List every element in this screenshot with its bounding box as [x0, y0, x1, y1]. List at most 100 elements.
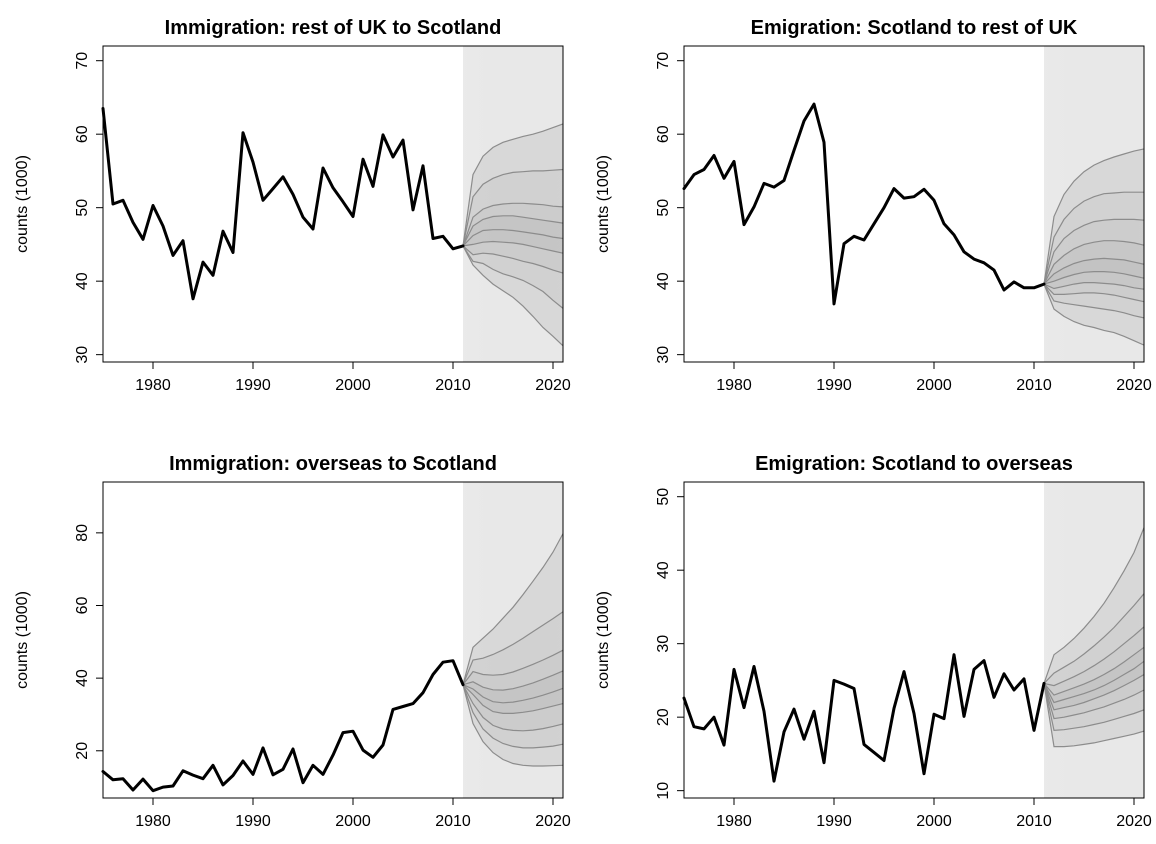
quantile-line — [1043, 283, 1145, 303]
y-axis-label: counts (1000) — [14, 155, 31, 253]
quantile-line — [462, 168, 564, 247]
x-tick-label: 1980 — [135, 377, 171, 394]
quantile-line — [1043, 148, 1145, 285]
quantile-line — [462, 245, 564, 309]
fan-band — [1044, 284, 1144, 318]
x-tick-label: 2010 — [1016, 377, 1052, 394]
x-tick-label: 2020 — [1116, 377, 1152, 394]
plot-frame — [683, 45, 1145, 363]
fan-band — [463, 533, 563, 685]
fan-band — [1044, 240, 1144, 285]
quantile-line — [462, 670, 564, 691]
quantile-line — [1043, 257, 1145, 285]
x-tick-label: 2010 — [435, 377, 471, 394]
fan-band — [463, 241, 563, 274]
fan-band — [1044, 683, 1144, 747]
quantile-line — [462, 649, 564, 686]
y-tick-label: 70 — [74, 52, 91, 70]
x-tick-label: 1980 — [716, 813, 752, 830]
historical-line — [101, 659, 465, 793]
quantile-line — [1043, 593, 1145, 684]
x-tick-label: 2000 — [335, 813, 371, 830]
fan-band — [1044, 219, 1144, 285]
x-tick-label: 1980 — [135, 813, 171, 830]
fan-background — [1044, 482, 1144, 798]
y-tick-label: 60 — [74, 597, 91, 615]
fan-background — [463, 46, 563, 362]
fan-band — [1044, 593, 1144, 686]
quantile-line — [1043, 283, 1145, 346]
quantile-line — [462, 123, 564, 246]
x-tick-label: 2010 — [1016, 813, 1052, 830]
historical-line — [101, 107, 465, 301]
x-tick-label: 2020 — [1116, 813, 1152, 830]
quantile-line — [1043, 283, 1145, 319]
y-tick-label: 30 — [655, 635, 672, 653]
y-tick-label: 40 — [74, 669, 91, 687]
x-tick-label: 1990 — [235, 377, 271, 394]
fan-band — [1044, 282, 1144, 302]
x-tick-label: 2020 — [535, 377, 571, 394]
fan-background — [1044, 46, 1144, 362]
quantile-line — [1043, 673, 1145, 711]
quantile-line — [1043, 683, 1145, 720]
quantile-line — [462, 229, 564, 247]
fan-band — [1044, 527, 1144, 684]
x-tick-label: 2000 — [335, 377, 371, 394]
fan-band — [1044, 674, 1144, 719]
y-tick-label: 10 — [655, 782, 672, 800]
quantile-line — [462, 215, 564, 247]
quantile-line — [462, 684, 564, 714]
panel-emigration-ruk: Emigration: Scotland to rest of UK count… — [595, 17, 1152, 394]
historical-line — [682, 102, 1046, 306]
fan-band — [463, 650, 563, 691]
x-tick-label: 2000 — [916, 813, 952, 830]
quantile-line — [462, 245, 564, 274]
fan-band — [1044, 626, 1144, 696]
y-axis-label: counts (1000) — [595, 591, 612, 689]
panel-emigration-overseas: Emigration: Scotland to overseas counts … — [595, 453, 1152, 830]
fan-band — [463, 123, 563, 246]
x-tick-label: 1980 — [716, 377, 752, 394]
quantile-line — [1043, 191, 1144, 285]
quantile-line — [1043, 282, 1145, 290]
fan-background — [463, 482, 563, 798]
x-tick-label: 1990 — [235, 813, 271, 830]
fan-band — [463, 215, 563, 246]
quantile-line — [1043, 527, 1145, 684]
y-tick-label: 30 — [655, 346, 672, 364]
x-tick-label: 2020 — [535, 813, 571, 830]
panel-immigration-ruk: Immigration: rest of UK to Scotland coun… — [14, 17, 571, 394]
quantile-line — [462, 684, 564, 767]
y-tick-label: 50 — [655, 488, 672, 506]
quantile-line — [462, 533, 564, 685]
fan-band — [1044, 148, 1144, 285]
plot-frame — [102, 45, 564, 363]
y-axis-label: counts (1000) — [14, 591, 31, 689]
y-tick-label: 80 — [74, 524, 91, 542]
y-tick-label: 50 — [655, 199, 672, 217]
panel-title: Immigration: rest of UK to Scotland — [165, 17, 502, 39]
quantile-line — [1043, 660, 1145, 704]
quantile-line — [462, 611, 564, 685]
y-tick-label: 50 — [74, 199, 91, 217]
y-tick-label: 60 — [655, 125, 672, 143]
quantile-line — [1043, 218, 1145, 285]
fan-band — [463, 684, 563, 731]
panel-title: Emigration: Scotland to overseas — [755, 453, 1073, 475]
quantile-line — [462, 202, 564, 247]
y-tick-label: 30 — [74, 346, 91, 364]
x-tick-label: 1990 — [816, 813, 852, 830]
quantile-line — [462, 240, 564, 254]
panel-title: Immigration: overseas to Scotland — [169, 453, 497, 475]
panel-immigration-overseas: Immigration: overseas to Scotland counts… — [14, 453, 571, 830]
quantile-line — [1043, 271, 1145, 285]
panel-title: Emigration: Scotland to rest of UK — [751, 17, 1078, 39]
fan-band — [463, 684, 563, 714]
quantile-line — [1043, 683, 1145, 732]
fan-band — [463, 684, 563, 766]
fan-band — [1044, 284, 1144, 346]
quantile-line — [1043, 626, 1145, 687]
plot-frame — [683, 481, 1145, 799]
fan-band — [1044, 683, 1144, 731]
